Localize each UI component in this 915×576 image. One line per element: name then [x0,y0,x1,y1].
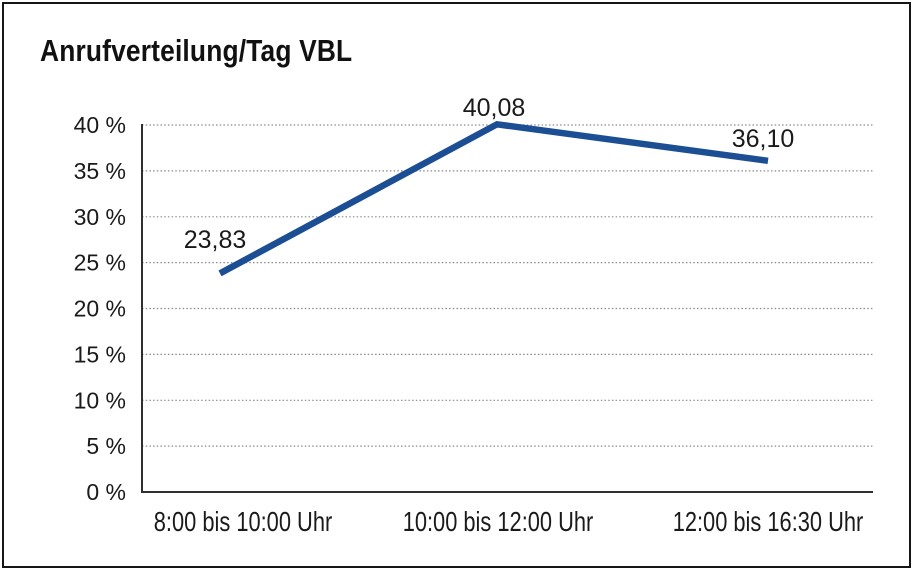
x-axis-label-morning: 8:00 bis 10:00 Uhr [153,506,333,537]
data-point-label: 23,83 [184,226,247,254]
data-point-label: 36,10 [732,125,795,153]
y-axis-tick-label: 40 % [74,112,126,138]
y-axis-tick-label: 30 % [74,204,126,230]
y-axis-tick-label: 5 % [86,433,126,459]
chart-title: Anrufverteilung/Tag VBL [40,33,353,68]
x-axis-label-afternoon: 12:00 bis 16:30 Uhr [672,506,864,537]
data-point-label: 40,08 [463,94,526,122]
axis-lines [141,124,873,493]
y-axis-tick-label: 20 % [74,296,126,322]
data-line-series [218,120,769,277]
x-axis-label-midday: 10:00 bis 12:00 Uhr [402,506,594,537]
y-axis-tick-label: 0 % [86,479,126,505]
y-axis-tick-label: 10 % [74,387,126,413]
y-axis-tick-label: 35 % [74,158,126,184]
y-axis-tick-label: 15 % [74,341,126,367]
y-axis-tick-label: 25 % [74,250,126,276]
chart-frame-border [2,2,911,568]
